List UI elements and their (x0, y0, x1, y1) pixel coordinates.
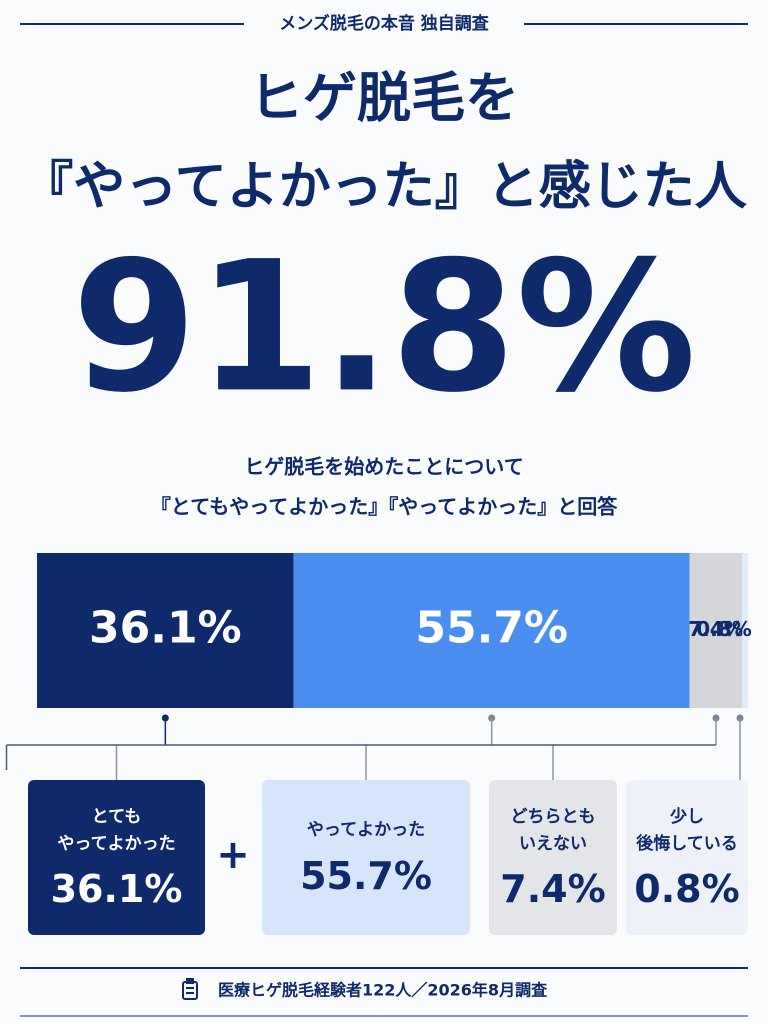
subtitle-line: ヒゲ脱毛を始めたことについて (244, 455, 523, 479)
bar-value-label: 7.4% (688, 617, 743, 641)
category-box: どちらとも いえない 7.4% (489, 780, 617, 935)
title-line: ヒゲ脱毛を (249, 67, 519, 130)
category-name: 少し 後悔している (636, 807, 738, 854)
subtitle-line: 『とてもやってよかった』『やってよかった』と回答 (151, 495, 618, 519)
bar-segment (293, 553, 690, 708)
category-name: やってよかった (306, 820, 426, 841)
category-value: 0.8% (634, 866, 740, 911)
category-name: どちらとも いえない (510, 807, 596, 854)
category-box: やってよかった 55.7% (262, 780, 470, 935)
category-value: 36.1% (50, 866, 183, 911)
header: メンズ脱毛の本音 独自調査 (279, 13, 490, 34)
category-value: 55.7% (300, 853, 432, 898)
bar-value-label: 0.8% (696, 617, 751, 641)
bar-value-label: 36.1% (89, 603, 242, 654)
category-box: とても やってよかった 36.1% (28, 780, 205, 935)
bar-segment (37, 553, 294, 708)
category-value: 7.4% (500, 866, 606, 911)
bar-segment (742, 553, 748, 708)
bar-value-label: 55.7% (415, 603, 568, 654)
clipboard-icon (182, 978, 198, 1000)
plus-sign: + (216, 832, 250, 878)
category-name: とても やってよかった (57, 807, 176, 854)
headline: 91.8% (72, 223, 696, 432)
footer: 医療ヒゲ脱毛経験者122人／2026年8月調査 (218, 981, 547, 1000)
category-box: 少し 後悔している 0.8% (626, 780, 748, 935)
bar-segment (689, 553, 743, 708)
title-line: 『やってよかった』と感じた人 (21, 157, 747, 217)
